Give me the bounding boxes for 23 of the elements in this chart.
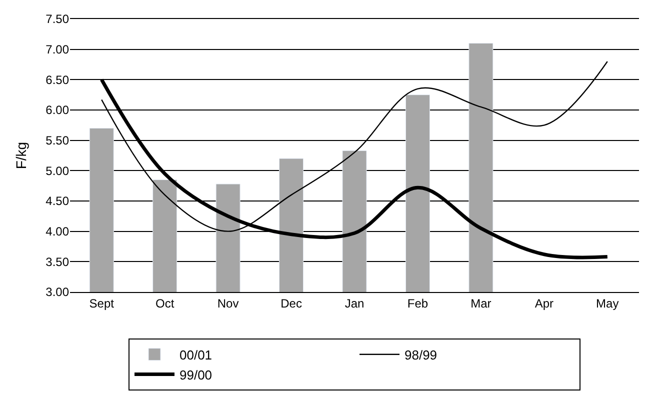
y-tick-label: 5.00 bbox=[46, 164, 70, 178]
x-tick-label: May bbox=[596, 296, 619, 310]
x-tick-label: Sept bbox=[89, 296, 115, 310]
legend-label: 99/00 bbox=[180, 367, 212, 382]
y-tick-label: 6.50 bbox=[46, 72, 70, 87]
y-axis-title: F/kg bbox=[13, 142, 30, 170]
y-tick-label: 3.50 bbox=[46, 254, 70, 269]
x-tick-label: Dec bbox=[280, 296, 302, 310]
x-tick-label: Feb bbox=[407, 296, 428, 310]
x-tick-label: Mar bbox=[470, 296, 492, 310]
x-tick-label: Nov bbox=[217, 296, 239, 310]
legend-label: 98/99 bbox=[404, 347, 438, 362]
y-tick-label: 7.00 bbox=[46, 42, 70, 57]
y-tick-label: 6.00 bbox=[46, 103, 70, 118]
y-tick-label: 7.50 bbox=[46, 12, 70, 26]
y-tick-label: 3.00 bbox=[46, 285, 70, 300]
y-tick-label: 4.00 bbox=[46, 224, 70, 239]
y-tick-label: 4.50 bbox=[46, 194, 70, 208]
x-tick-label: Oct bbox=[155, 296, 175, 310]
x-tick-label: Apr bbox=[534, 296, 554, 310]
x-tick-label: Jan bbox=[344, 296, 364, 310]
legend-label: 00/01 bbox=[180, 347, 212, 362]
y-tick-label: 5.50 bbox=[46, 134, 70, 148]
